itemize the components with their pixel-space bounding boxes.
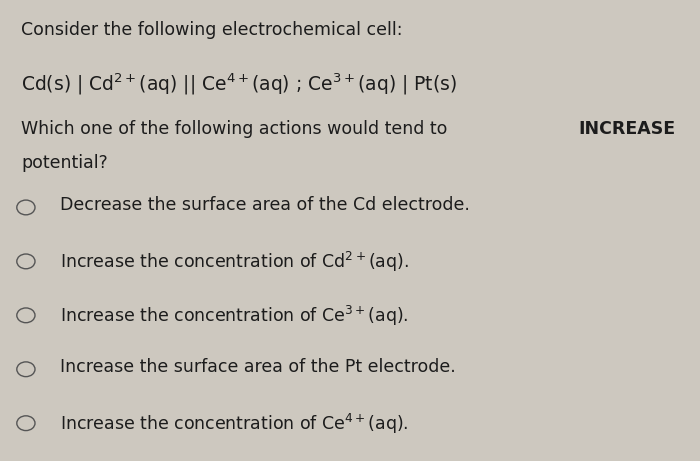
- Text: Which one of the following actions would tend to: Which one of the following actions would…: [21, 120, 453, 138]
- Text: Increase the concentration of Cd$^{2+}$(aq).: Increase the concentration of Cd$^{2+}$(…: [60, 250, 409, 274]
- Text: Consider the following electrochemical cell:: Consider the following electrochemical c…: [21, 21, 402, 39]
- Text: Increase the concentration of Ce$^{4+}$(aq).: Increase the concentration of Ce$^{4+}$(…: [60, 412, 408, 436]
- Text: Increase the surface area of the Pt electrode.: Increase the surface area of the Pt elec…: [60, 358, 455, 376]
- Text: potential?: potential?: [21, 154, 108, 172]
- Text: INCREASE: INCREASE: [578, 120, 676, 138]
- Text: Increase the concentration of Ce$^{3+}$(aq).: Increase the concentration of Ce$^{3+}$(…: [60, 304, 408, 328]
- Text: Decrease the surface area of the Cd electrode.: Decrease the surface area of the Cd elec…: [60, 196, 470, 214]
- Text: Cd(s) | Cd$^{2+}$(aq) || Ce$^{4+}$(aq) ; Ce$^{3+}$(aq) | Pt(s): Cd(s) | Cd$^{2+}$(aq) || Ce$^{4+}$(aq) ;…: [21, 71, 457, 97]
